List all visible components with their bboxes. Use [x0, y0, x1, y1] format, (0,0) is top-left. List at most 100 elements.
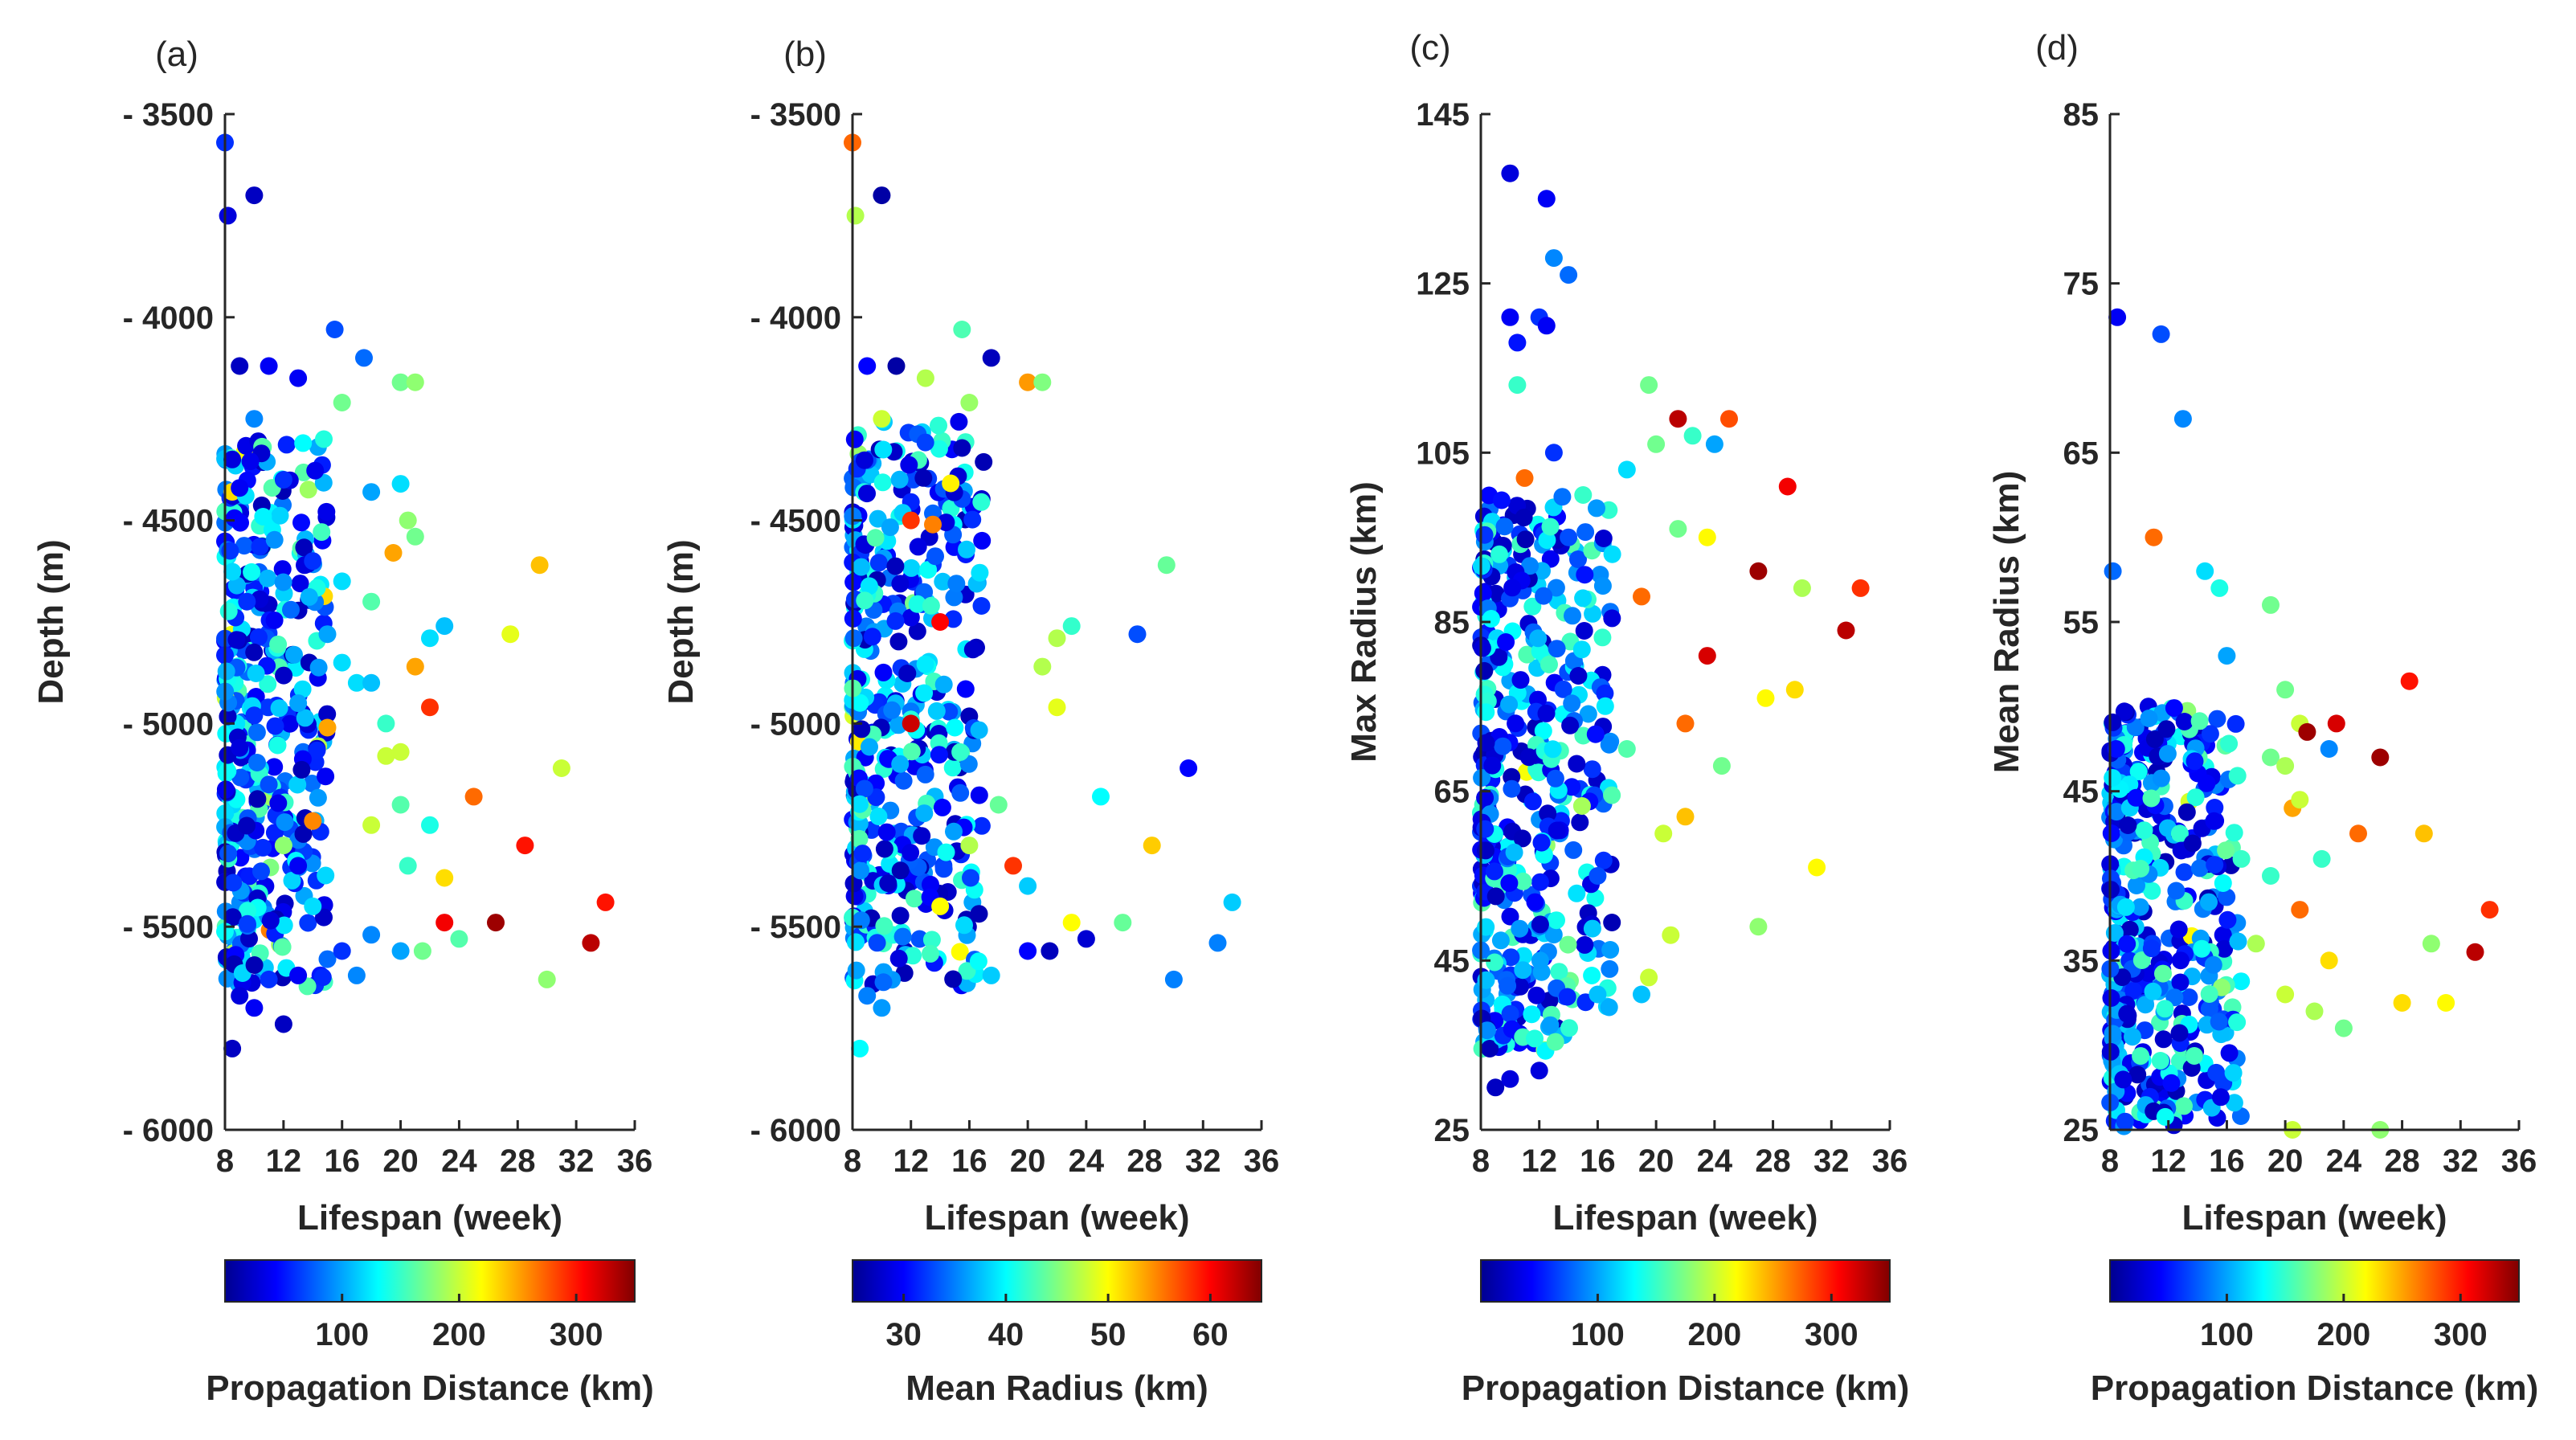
scatter-point	[970, 721, 988, 739]
scatter-point	[1654, 824, 1673, 843]
scatter-point	[1662, 926, 1680, 944]
scatter-point	[2171, 951, 2190, 970]
scatter-point	[435, 617, 454, 636]
x-tick-label: 28	[1126, 1143, 1163, 1179]
x-tick-label: 8	[844, 1143, 861, 1179]
scatter-point	[950, 412, 968, 431]
x-tick-label: 20	[2267, 1143, 2304, 1179]
scatter-point	[2156, 1107, 2174, 1126]
scatter-point	[283, 871, 301, 890]
scatter-point	[227, 631, 246, 649]
scatter-point	[293, 680, 312, 698]
scatter-point	[1500, 695, 1519, 714]
scatter-point	[1586, 725, 1605, 743]
scatter-point	[1019, 877, 1037, 895]
scatter-point	[2118, 935, 2136, 953]
scatter-point	[1033, 373, 1052, 391]
scatter-point	[288, 775, 307, 794]
scatter-point	[1569, 550, 1587, 568]
scatter-point	[1485, 862, 1503, 881]
scatter-point	[1603, 609, 1621, 628]
scatter-points	[2101, 308, 2499, 1139]
scatter-point	[1808, 858, 1826, 877]
scatter-point	[231, 513, 249, 532]
chart-panel-4: 8 12 16 20 24 28 32 36 85 75 65 55 45 35 25 (d) Lifespan…	[1987, 28, 2538, 1408]
scatter-point	[273, 560, 292, 579]
scatter-point	[2142, 939, 2161, 958]
scatter-point	[1560, 528, 1578, 546]
scatter-point	[269, 635, 288, 653]
scatter-point	[2215, 939, 2234, 958]
scatter-point	[391, 942, 410, 960]
scatter-point	[238, 914, 256, 933]
x-tick-label: 16	[951, 1143, 987, 1179]
scatter-point	[930, 416, 947, 435]
scatter-point	[1486, 1078, 1505, 1097]
scatter-point	[890, 470, 909, 489]
scatter-point	[245, 643, 264, 661]
scatter-point	[333, 572, 351, 591]
scatter-point	[239, 902, 257, 920]
scatter-point	[280, 714, 299, 733]
scatter-point	[2276, 757, 2295, 775]
x-axis-label: Lifespan (week)	[2181, 1198, 2447, 1238]
scatter-point	[960, 837, 979, 855]
scatter-point	[1041, 942, 1059, 960]
scatter-point	[1584, 604, 1602, 623]
scatter-point	[2327, 714, 2345, 733]
scatter-point	[1474, 584, 1492, 603]
scatter-point	[972, 597, 991, 615]
scatter-point	[2151, 1052, 2169, 1070]
scatter-point	[223, 562, 242, 581]
scatter-point	[1514, 872, 1532, 890]
scatter-point	[1633, 587, 1650, 606]
scatter-point	[1495, 518, 1514, 536]
scatter-point	[1544, 249, 1563, 268]
scatter-point	[930, 746, 948, 764]
scatter-point	[1571, 813, 1589, 832]
scatter-point	[898, 665, 917, 682]
x-tick-label: 36	[617, 1143, 653, 1179]
scatter-point	[2220, 734, 2239, 753]
scatter-point	[282, 600, 300, 619]
y-tick-label: - 5000	[123, 706, 214, 742]
scatter-point	[2175, 713, 2194, 730]
scatter-point	[2171, 973, 2190, 992]
scatter-point	[858, 987, 877, 1005]
scatter-point	[2205, 812, 2223, 830]
scatter-point	[956, 680, 975, 698]
scatter-point	[972, 816, 991, 835]
scatter-point	[931, 897, 950, 915]
scatter-point	[1514, 961, 1532, 980]
scatter-point	[2173, 410, 2192, 428]
scatter-point	[1208, 934, 1227, 952]
scatter-point	[377, 747, 395, 765]
x-tick-label: 16	[324, 1143, 360, 1179]
scatter-point	[2135, 821, 2153, 840]
colorbar: 100 200 300 Propagation Distance (km)	[2091, 1259, 2538, 1408]
x-tick-label: 20	[1010, 1143, 1046, 1179]
scatter-point	[1531, 951, 1549, 970]
scatter-point	[2116, 1112, 2134, 1131]
scatter-point	[846, 207, 865, 225]
y-tick-label: - 4000	[750, 301, 841, 336]
scatter-point	[2214, 874, 2232, 892]
scatter-point	[1588, 499, 1605, 518]
scatter-point	[2208, 710, 2226, 728]
scatter-point	[1507, 714, 1525, 733]
scatter-point	[295, 538, 313, 557]
scatter-point	[261, 911, 280, 930]
scatter-point	[1601, 959, 1619, 978]
scatter-point	[289, 694, 308, 713]
scatter-point	[1705, 435, 1723, 453]
scatter-point	[2211, 1088, 2230, 1107]
x-tick-label: 36	[1872, 1143, 1908, 1179]
scatter-point	[2226, 714, 2245, 733]
y-axis-label: Depth (m)	[31, 539, 71, 704]
scatter-point	[260, 775, 278, 794]
x-tick-label: 12	[893, 1143, 929, 1179]
scatter-point	[1640, 968, 1658, 987]
scatter-point	[1511, 977, 1529, 996]
scatter-point	[309, 788, 327, 807]
